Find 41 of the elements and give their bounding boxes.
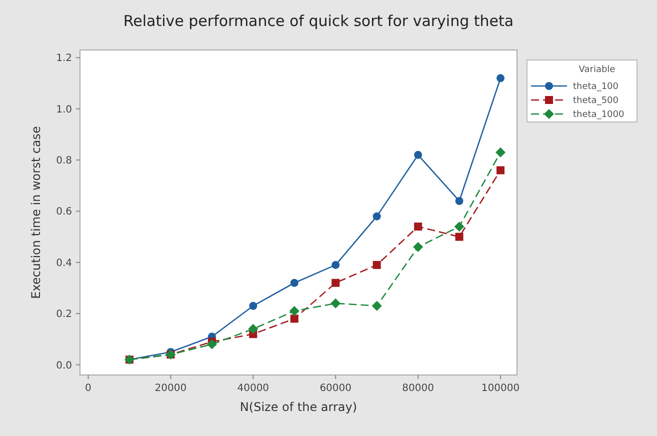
y-tick-label: 1.2 xyxy=(56,53,72,64)
point xyxy=(455,232,464,241)
point xyxy=(332,260,340,269)
legend-label: theta_100 xyxy=(573,82,619,92)
point xyxy=(330,298,341,308)
x-tick-label: 60000 xyxy=(320,383,352,394)
y-tick-label: 1.0 xyxy=(56,104,72,116)
point xyxy=(414,150,422,159)
point xyxy=(496,147,506,158)
y-tick-label: 0.4 xyxy=(56,258,72,269)
x-tick-label: 100000 xyxy=(481,383,520,394)
legend-title: Variable xyxy=(578,65,616,75)
x-axis-title: N(Size of the array) xyxy=(240,400,358,414)
y-tick-label: 0.6 xyxy=(56,206,72,218)
y-axis-title: Execution time in worst case xyxy=(29,126,43,299)
point xyxy=(496,166,505,174)
point xyxy=(455,196,464,205)
point xyxy=(372,260,381,269)
y-tick-label: 0.8 xyxy=(56,156,72,167)
x-tick-label: 0 xyxy=(85,383,92,394)
point xyxy=(249,302,258,310)
point xyxy=(332,278,340,287)
x-tick-label: 20000 xyxy=(154,383,187,394)
point xyxy=(206,339,217,350)
legend-label: theta_1000 xyxy=(573,110,624,120)
point xyxy=(414,222,422,231)
point xyxy=(372,300,382,311)
legend-label: theta_500 xyxy=(573,96,619,106)
point xyxy=(454,222,464,232)
point xyxy=(248,324,258,334)
x-tick-label: 40000 xyxy=(237,383,270,394)
y-tick-label: 0.0 xyxy=(56,360,72,372)
point xyxy=(290,314,298,323)
point xyxy=(372,212,381,220)
x-tick-label: 80000 xyxy=(402,383,434,394)
point xyxy=(290,278,298,287)
point xyxy=(413,242,424,252)
y-tick-label: 0.2 xyxy=(56,309,72,320)
point xyxy=(289,306,300,316)
chart-title: Relative performance of quick sort for varying theta xyxy=(123,12,514,30)
point xyxy=(496,74,505,82)
